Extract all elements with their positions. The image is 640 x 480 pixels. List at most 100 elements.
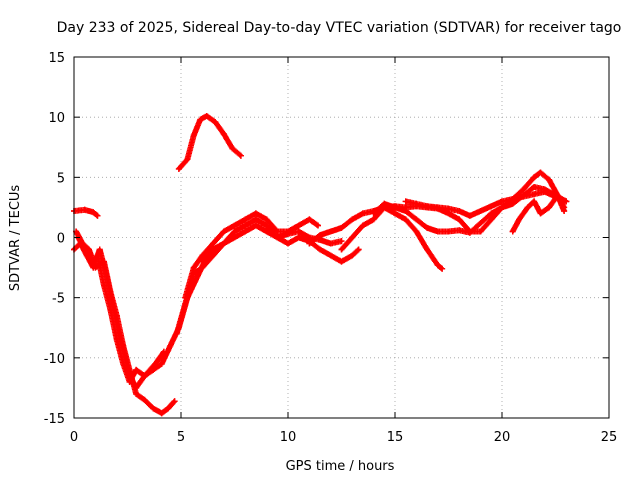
data-point — [220, 228, 227, 235]
data-point — [317, 232, 324, 239]
data-point — [190, 132, 197, 139]
data-point — [554, 192, 561, 199]
data-point — [81, 246, 88, 253]
data-point — [546, 176, 553, 183]
data-point — [210, 240, 217, 247]
data-point — [327, 228, 334, 235]
data-point — [150, 405, 157, 412]
data-point — [197, 116, 204, 123]
data-point — [263, 228, 270, 235]
series-arc-9 — [306, 169, 568, 247]
data-point — [199, 264, 206, 271]
data-point — [402, 198, 409, 205]
data-point — [531, 191, 538, 198]
y-axis-label: SDTVAR / TECUs — [8, 185, 23, 292]
data-point — [546, 204, 553, 211]
data-point — [466, 229, 473, 236]
series-arc-5 — [173, 216, 362, 337]
x-tick-label: 5 — [177, 430, 185, 445]
data-point — [285, 240, 291, 247]
data-point — [477, 220, 484, 227]
data-point — [537, 169, 544, 176]
data-point — [90, 209, 97, 216]
data-point — [242, 216, 249, 223]
data-point — [434, 204, 441, 211]
data-point — [355, 246, 362, 253]
data-point — [237, 152, 244, 159]
data-point — [477, 208, 484, 214]
data-point — [499, 204, 505, 211]
data-point — [165, 405, 172, 412]
data-point — [126, 378, 133, 385]
data-point — [274, 228, 281, 235]
y-tick-label: -15 — [44, 412, 65, 427]
data-point — [424, 203, 431, 210]
series-arc-13 — [509, 192, 568, 235]
data-point — [488, 216, 495, 223]
series-arc-3 — [73, 228, 178, 417]
data-point — [231, 234, 238, 241]
data-point — [101, 282, 107, 289]
chart-title: Day 233 of 2025, Sidereal Day-to-day VTE… — [57, 20, 622, 36]
series-arc-10 — [338, 204, 446, 272]
data-point — [349, 252, 356, 259]
data-point — [537, 210, 544, 217]
y-tick-label: 5 — [57, 171, 65, 186]
data-point — [541, 188, 548, 195]
data-point — [413, 216, 420, 223]
data-point — [81, 206, 88, 213]
x-tick-label: 10 — [280, 430, 297, 445]
data-point — [445, 228, 452, 235]
data-point — [212, 119, 219, 125]
y-tick-label: 0 — [57, 232, 65, 247]
data-point — [210, 246, 217, 253]
series-arc-12 — [402, 188, 570, 219]
data-point — [445, 205, 452, 212]
data-point — [456, 208, 463, 214]
data-point — [488, 210, 495, 217]
data-point — [231, 228, 238, 235]
data-point — [392, 210, 398, 217]
data-point — [150, 366, 157, 373]
data-point — [88, 258, 95, 265]
data-point — [520, 186, 527, 193]
data-point — [439, 265, 446, 272]
data-point — [516, 216, 523, 223]
series-arc-1 — [71, 206, 101, 219]
data-point — [327, 252, 334, 259]
data-point — [499, 198, 505, 205]
data-point — [338, 238, 345, 245]
data-point — [317, 246, 324, 253]
data-point — [434, 262, 441, 269]
data-point — [306, 240, 313, 247]
y-tick-label: 10 — [48, 111, 65, 126]
data-point — [509, 196, 516, 202]
data-point — [531, 198, 538, 205]
data-point — [101, 258, 107, 265]
data-point — [338, 258, 345, 265]
data-point — [141, 372, 148, 379]
y-tick-label: -10 — [44, 352, 65, 367]
x-tick-label: 20 — [494, 430, 511, 445]
grid-lines — [74, 57, 609, 418]
data-point — [231, 222, 238, 229]
data-point — [349, 234, 356, 241]
data-point — [190, 264, 197, 271]
data-point — [94, 252, 101, 259]
data-point — [133, 390, 140, 397]
data-point — [381, 200, 388, 207]
data-point — [96, 246, 103, 253]
series-arc-7 — [199, 222, 345, 265]
data-point — [402, 208, 409, 214]
data-point — [113, 312, 120, 319]
data-point — [252, 216, 259, 223]
data-point — [466, 212, 473, 219]
data-point — [263, 216, 270, 223]
data-point — [242, 222, 249, 229]
data-point — [94, 212, 101, 219]
data-point — [524, 204, 531, 211]
series-arc-8 — [175, 113, 244, 172]
data-point — [338, 224, 345, 231]
data-point — [315, 222, 321, 229]
